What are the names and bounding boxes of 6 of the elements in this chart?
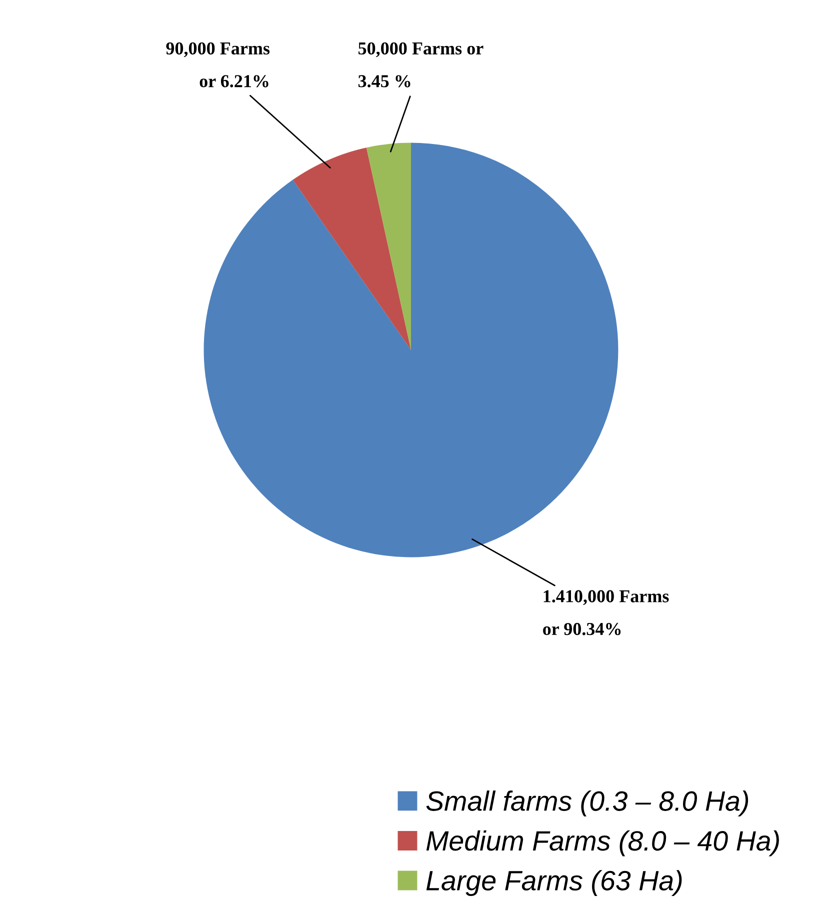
legend-label: Small farms (0.3 – 8.0 Ha) xyxy=(426,790,748,816)
data-label: 1.410,000 Farms or 90.34% xyxy=(543,590,669,636)
data-label: 50,000 Farms or 3.45 % xyxy=(358,42,484,88)
legend-label: Medium Farms (8.0 – 40 Ha) xyxy=(426,830,779,856)
data-label: 90,000 Farms or 6.21% xyxy=(166,42,270,88)
legend-label: Large Farms (63 Ha) xyxy=(426,870,682,896)
